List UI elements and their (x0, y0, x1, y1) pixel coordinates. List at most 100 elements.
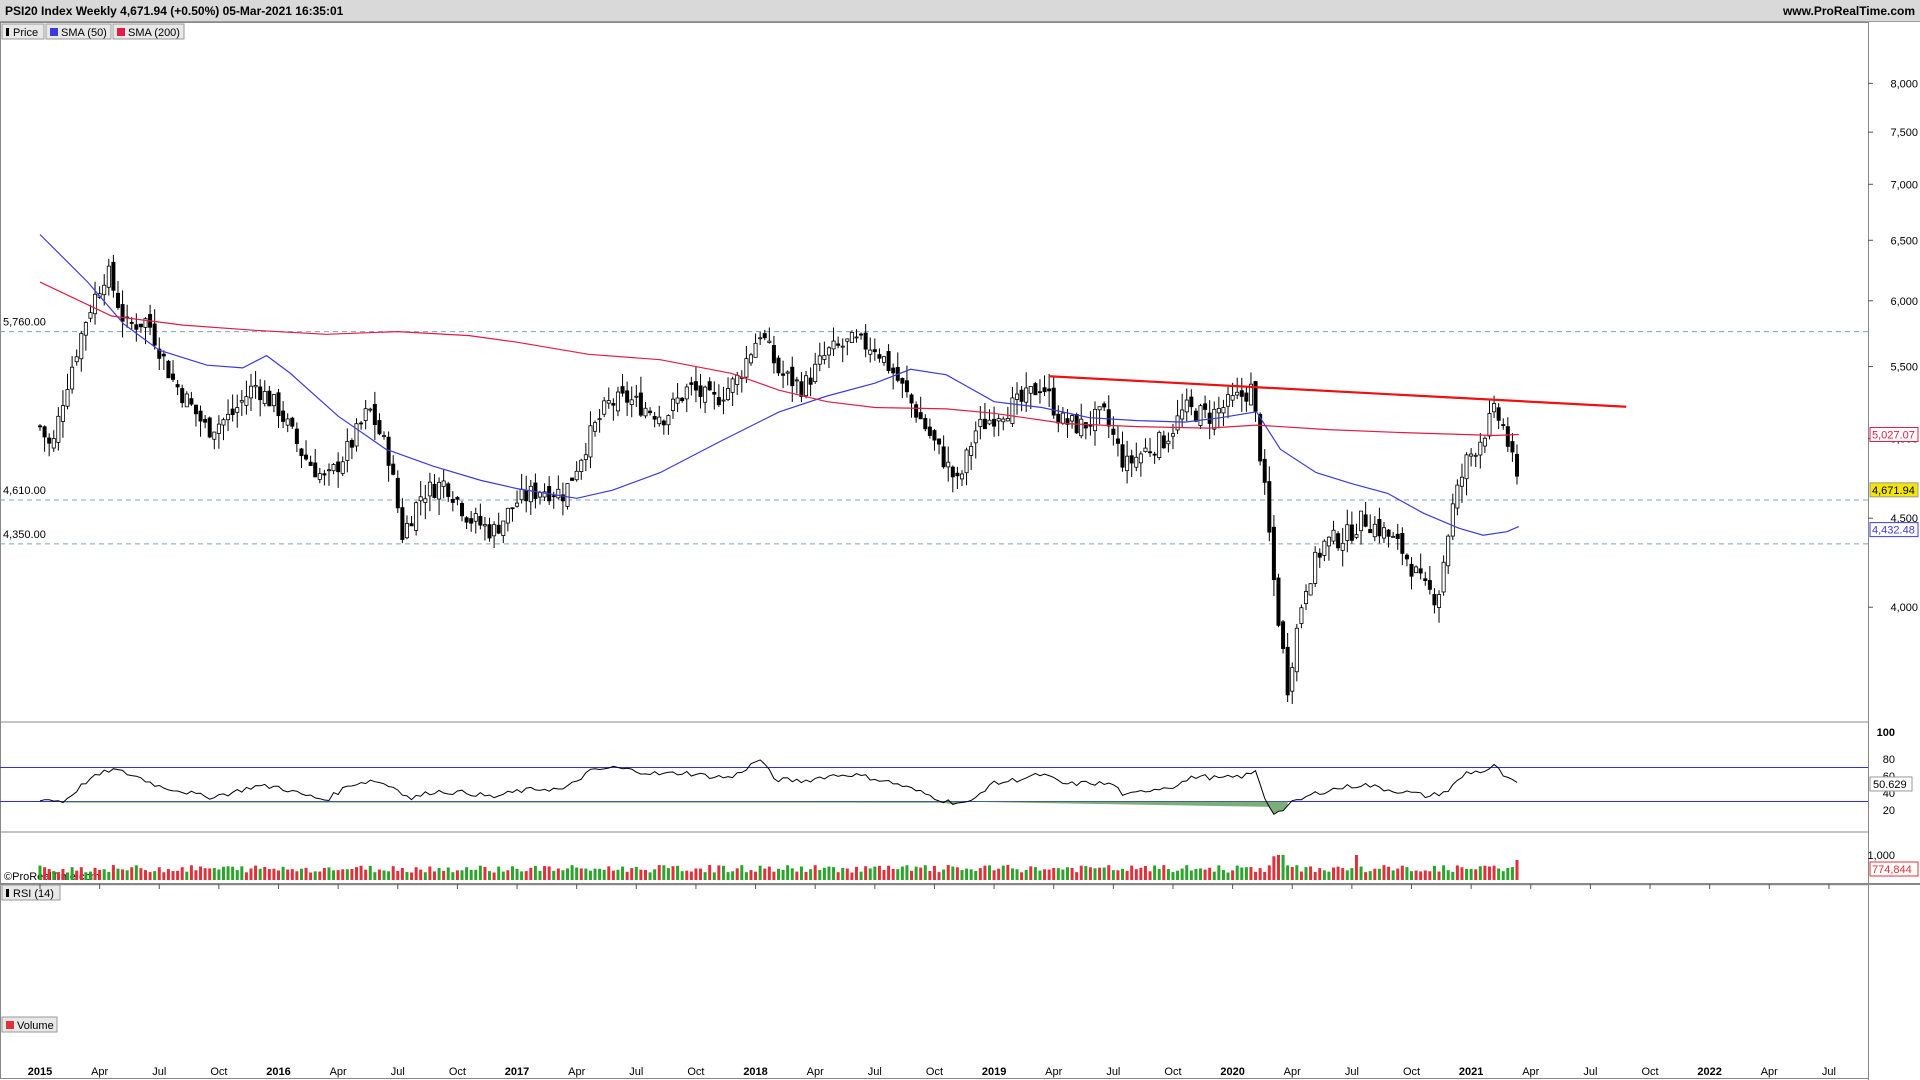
volume-bar (1354, 855, 1358, 880)
volume-bar (625, 871, 629, 880)
rsi-tick-label: 100 (1877, 727, 1895, 739)
candle-body (849, 331, 854, 343)
candle-body (134, 324, 139, 330)
candle-body (1180, 409, 1185, 420)
candle-body (207, 417, 212, 438)
volume-bar (1180, 868, 1184, 880)
volume-bar (272, 868, 276, 880)
candle-body (1065, 418, 1070, 425)
candle-body (1093, 408, 1098, 432)
volume-bar (382, 870, 386, 880)
legend-sma200[interactable]: SMA (200) (112, 23, 185, 40)
sma200-value-tag: 5,027.07 (1872, 429, 1915, 441)
candle-body (1230, 395, 1235, 401)
candle-body (427, 481, 432, 497)
time-tick-label: Jul (868, 1066, 882, 1078)
volume-bar (130, 867, 134, 880)
volume-bar (1212, 871, 1216, 880)
candle-body (1221, 407, 1226, 414)
volume-bar (1304, 867, 1308, 880)
candle-body (891, 367, 896, 374)
chart-canvas[interactable]: Price SMA (50) SMA (200) ©ProRealTime.co… (0, 22, 1920, 1080)
legend-price[interactable]: Price (1, 23, 45, 40)
candle-body (1184, 399, 1189, 413)
candle-body (1510, 441, 1515, 453)
candle-body (675, 397, 680, 404)
volume-bar (841, 867, 845, 880)
candle-body (1060, 412, 1065, 424)
volume-bar (157, 867, 161, 880)
volume-bar (1226, 872, 1230, 880)
site-link[interactable]: www.ProRealTime.com (1782, 4, 1915, 18)
candle-body (1134, 456, 1139, 468)
candle-body (932, 430, 937, 441)
sma200-line (39, 281, 1519, 437)
candle-body (1404, 554, 1409, 560)
candle-body (666, 415, 671, 426)
time-tick-label: Oct (1403, 1066, 1420, 1078)
candle-body (505, 507, 510, 524)
candle-body (450, 498, 455, 503)
rsi-value-box (1869, 776, 1913, 792)
candle-body (689, 382, 694, 385)
volume-bar (446, 867, 450, 880)
candle-body (597, 418, 602, 421)
legend-volume[interactable]: Volume (1, 1016, 58, 1033)
volume-bar (244, 872, 248, 880)
volume-bar (744, 872, 748, 880)
volume-bar (1116, 870, 1120, 880)
volume-bar (1157, 869, 1161, 880)
candle-body (914, 404, 919, 418)
volume-bar (584, 868, 588, 880)
candle-body (831, 340, 836, 350)
volume-bar (355, 867, 359, 880)
volume-bar (1469, 868, 1473, 880)
volume-bar (643, 869, 647, 880)
volume-bar (648, 872, 652, 880)
volume-bar (1267, 865, 1271, 880)
time-tick-label: 2017 (505, 1066, 529, 1078)
volume-bar (813, 865, 817, 880)
candle-body (1414, 566, 1419, 574)
candle-body (469, 518, 474, 524)
candle-body (941, 446, 946, 468)
volume-bar (1033, 867, 1037, 880)
volume-tick-label: 1,000 (1867, 850, 1895, 862)
volume-bar (570, 865, 574, 880)
candle-body (583, 454, 588, 460)
volume-bar (1373, 868, 1377, 880)
volume-bar (1510, 867, 1514, 880)
volume-bar (1368, 871, 1372, 880)
volume-bar (1221, 869, 1225, 880)
volume-bar (75, 870, 79, 880)
candle-body (1212, 408, 1217, 430)
volume-bar (125, 870, 129, 880)
volume-bar (754, 871, 758, 880)
volume-bar (153, 871, 157, 880)
volume-bar (708, 865, 712, 880)
volume-bar (1199, 868, 1203, 880)
volume-bar (515, 868, 519, 880)
candle-body (1097, 406, 1102, 411)
legend-rsi[interactable]: RSI (14) (1, 884, 61, 901)
time-tick-label: Apr (1761, 1066, 1778, 1078)
volume-bar (488, 871, 492, 880)
sma50-line (39, 234, 1520, 536)
candle-body (1340, 542, 1345, 551)
volume-bar (134, 865, 138, 880)
volume-bar (61, 868, 65, 880)
candle-body (1395, 533, 1400, 539)
legend-sma50[interactable]: SMA (50) (45, 23, 112, 40)
volume-bar (786, 865, 790, 880)
candle-body (588, 425, 593, 458)
volume-bar (630, 868, 634, 880)
sma50-value-tag: 4,432.48 (1872, 525, 1915, 537)
volume-bar (1125, 871, 1129, 880)
candle-body (804, 375, 809, 397)
candle-body (996, 418, 1001, 422)
volume-bar (543, 866, 547, 880)
volume-bar (277, 870, 281, 880)
candle-body (326, 469, 331, 472)
volume-bar (1345, 870, 1349, 880)
legend-sma200-label: SMA (200) (128, 27, 180, 39)
